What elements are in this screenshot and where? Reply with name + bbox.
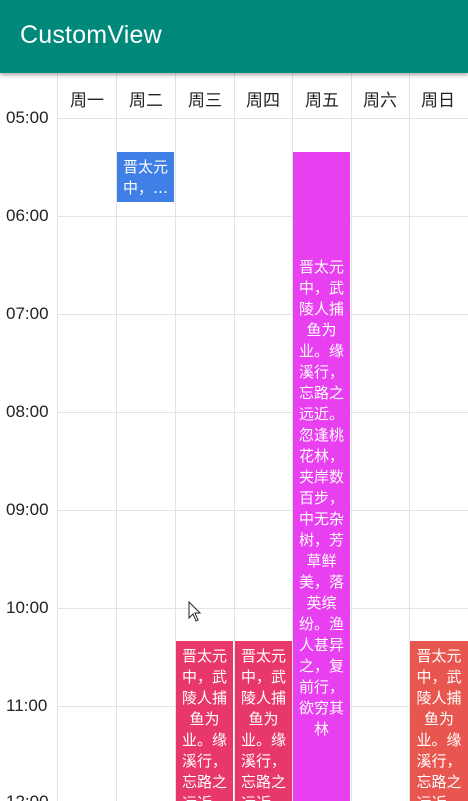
day-header-tue: 周二 bbox=[129, 91, 163, 111]
day-header-mon: 周一 bbox=[70, 91, 104, 111]
column-divider bbox=[351, 73, 352, 801]
mouse-cursor-icon bbox=[188, 601, 202, 622]
time-label: 11:00 bbox=[6, 696, 48, 715]
hour-line bbox=[58, 314, 468, 315]
column-divider bbox=[292, 73, 293, 801]
column-divider bbox=[116, 73, 117, 801]
time-label: 09:00 bbox=[6, 500, 49, 519]
hour-line bbox=[58, 510, 468, 511]
time-label: 06:00 bbox=[6, 206, 49, 225]
event-block-thu[interactable]: 晋太元中，武陵人捕鱼为业。缘溪行，忘路之远近。 bbox=[235, 641, 292, 801]
event-block-tue[interactable]: 晋太元中，… bbox=[117, 152, 174, 202]
column-divider bbox=[57, 73, 58, 801]
day-header-sun: 周日 bbox=[421, 91, 455, 111]
day-header-fri: 周五 bbox=[305, 91, 339, 111]
app-title: CustomView bbox=[20, 21, 162, 49]
hour-line bbox=[58, 118, 468, 119]
event-block-wed[interactable]: 晋太元中，武陵人捕鱼为业。缘溪行，忘路之远近。 bbox=[176, 641, 233, 801]
week-schedule-grid[interactable]: 周一 周二 周三 周四 周五 周六 周日 05:00 06:00 07:00 0… bbox=[0, 73, 468, 801]
day-header-wed: 周三 bbox=[188, 91, 222, 111]
column-divider bbox=[234, 73, 235, 801]
app-bar: CustomView bbox=[0, 0, 468, 73]
hour-line bbox=[58, 216, 468, 217]
day-header-sat: 周六 bbox=[363, 91, 397, 111]
time-label: 05:00 bbox=[6, 108, 49, 127]
time-label: 08:00 bbox=[6, 402, 49, 421]
time-label: 10:00 bbox=[6, 598, 49, 617]
column-divider bbox=[409, 73, 410, 801]
time-label: 07:00 bbox=[6, 304, 49, 323]
hour-line bbox=[58, 412, 468, 413]
hour-line bbox=[58, 608, 468, 609]
day-header-thu: 周四 bbox=[246, 91, 280, 111]
time-label: 12:00 bbox=[6, 792, 49, 801]
event-block-sun[interactable]: 晋太元中，武陵人捕鱼为业。缘溪行，忘路之远近。 bbox=[410, 641, 468, 801]
event-block-fri[interactable]: 晋太元中，武陵人捕鱼为业。缘溪行，忘路之远近。忽逢桃花林，夹岸数百步，中无杂树，… bbox=[293, 152, 350, 801]
column-divider bbox=[175, 73, 176, 801]
